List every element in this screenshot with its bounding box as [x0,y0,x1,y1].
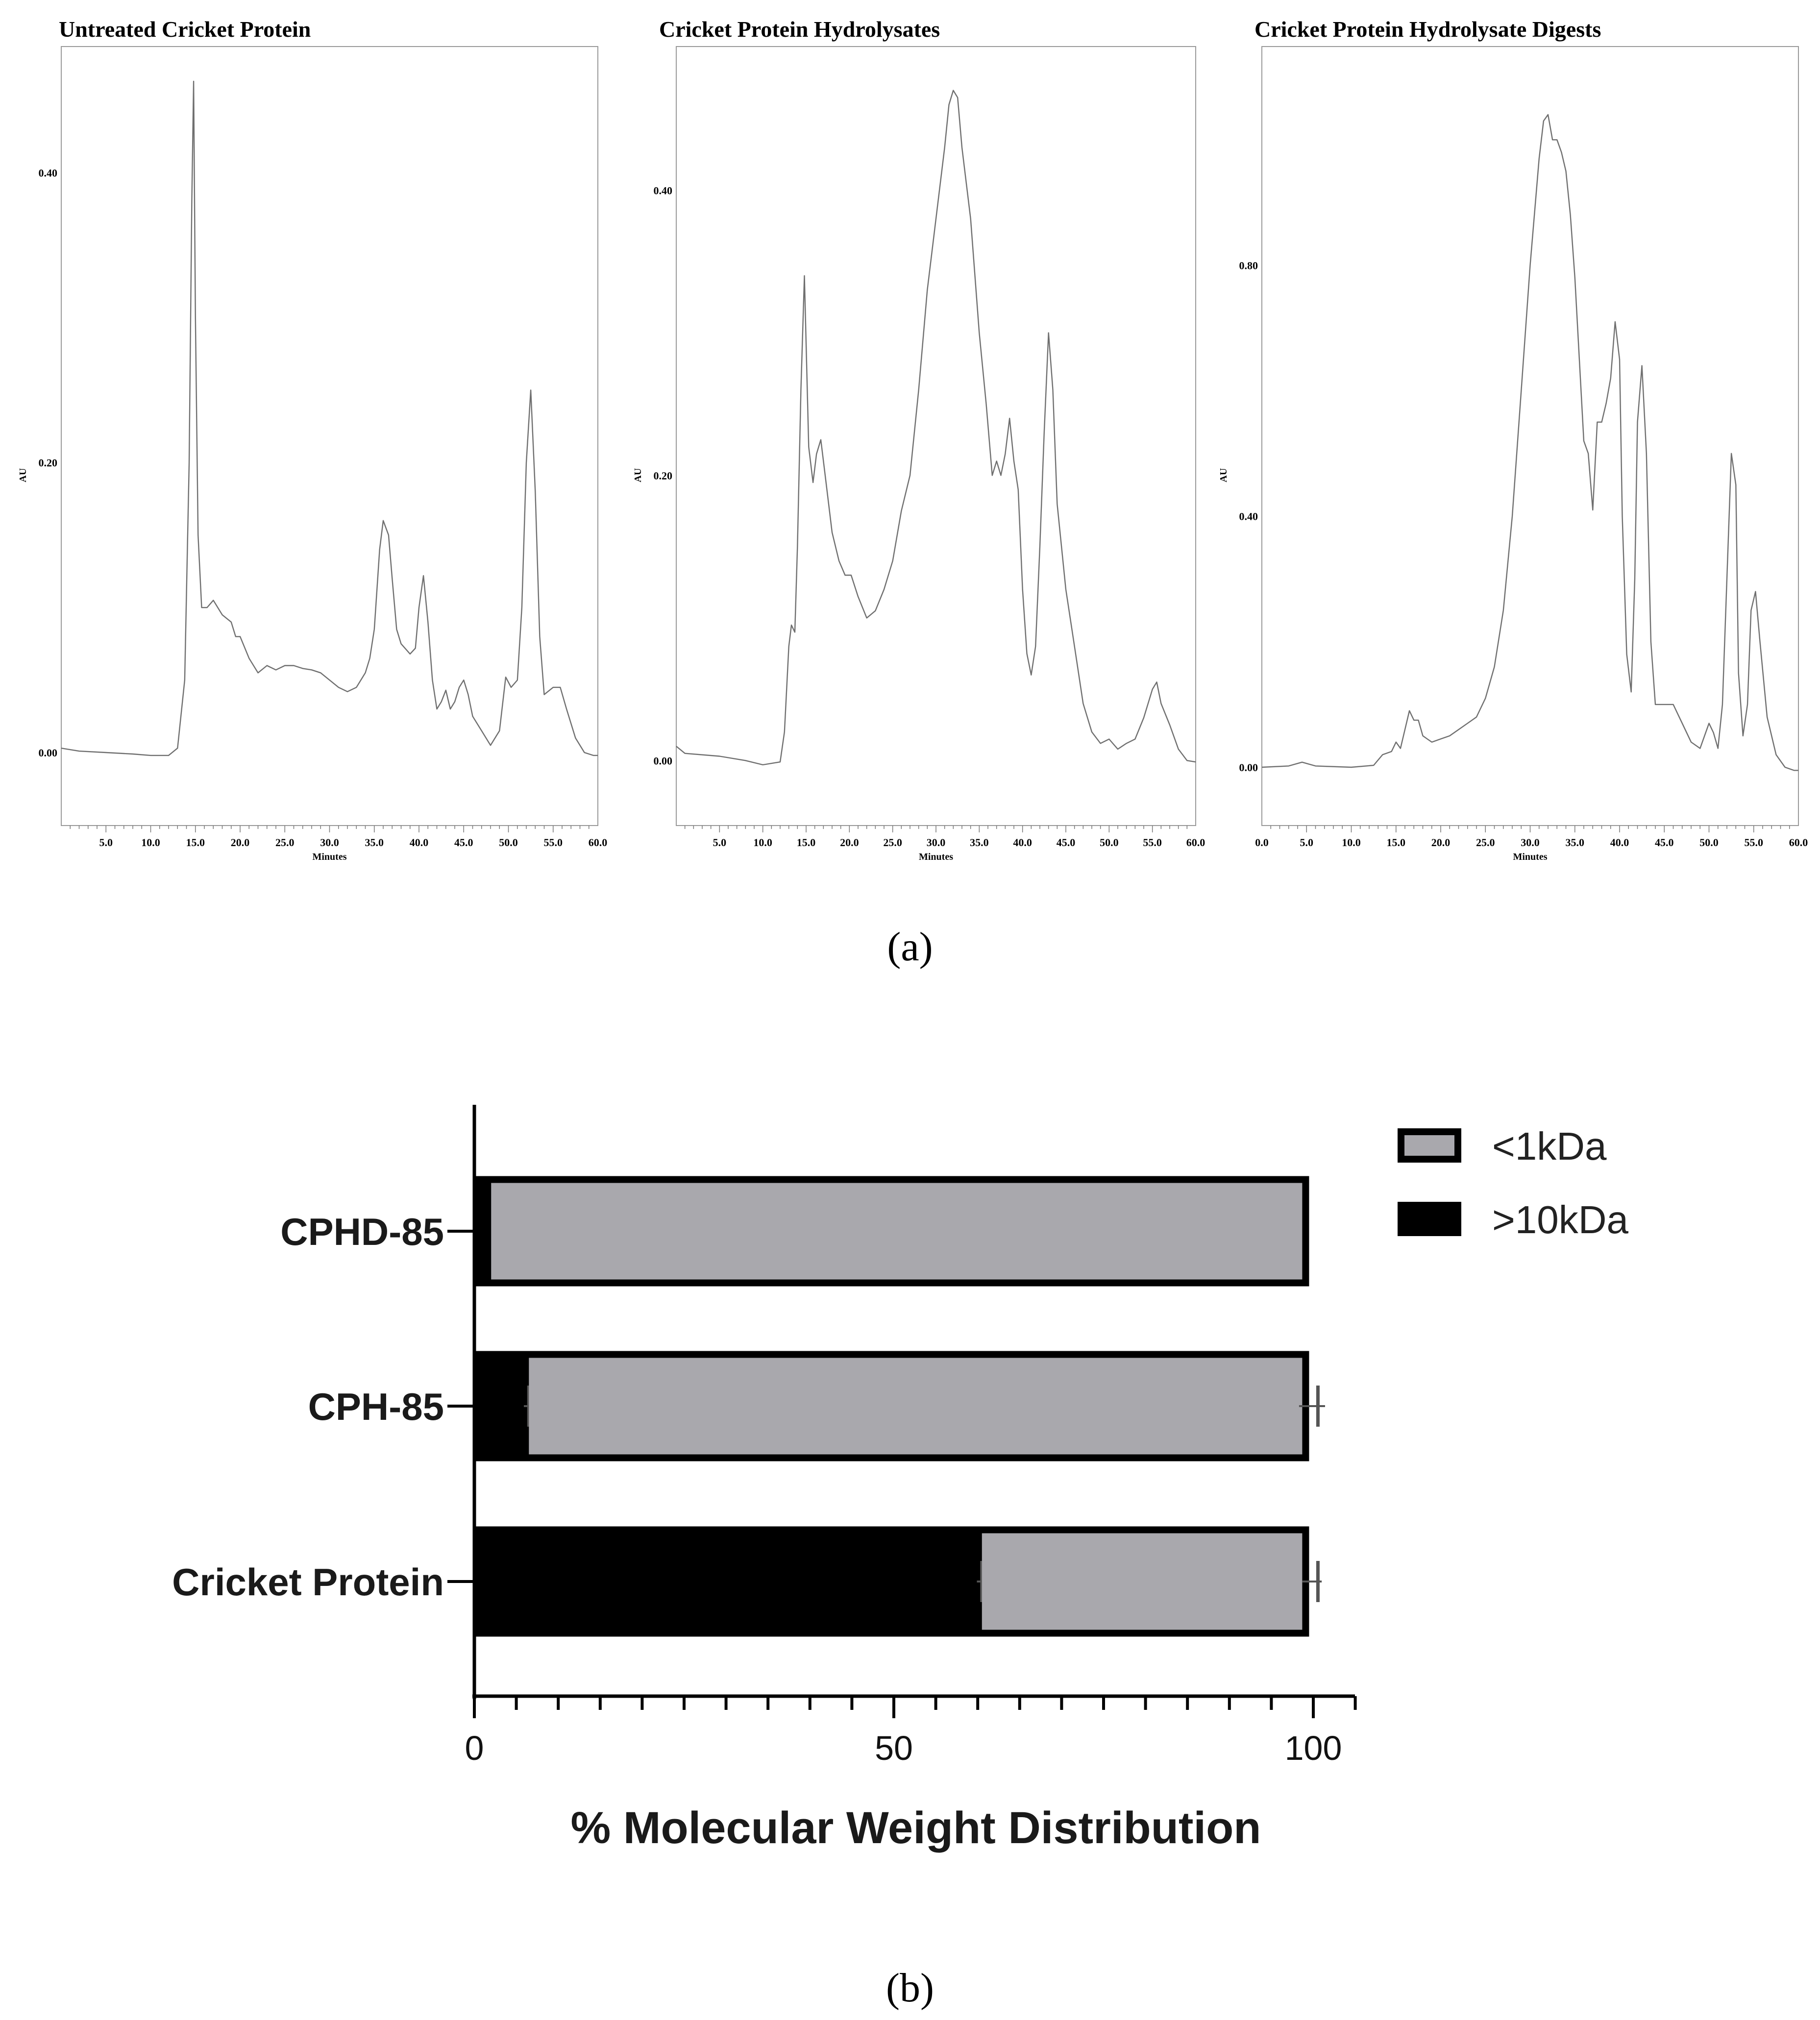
x-axis-label: Minutes [919,852,953,862]
legend-swatch-lt1kda-fill [1404,1135,1454,1156]
y-tick-label: 0.00 [654,754,673,767]
y-category-label: CPH-85 [308,1385,444,1428]
x-tick-label: 50.0 [499,836,518,849]
x-tick-label: 5.0 [1300,836,1314,849]
x-tick-label: 10.0 [753,836,772,849]
y-tick-label: 0.40 [1239,511,1258,523]
x-tick-label: 15.0 [797,836,816,849]
bar-segment-gt10kda [474,1526,982,1637]
x-axis-label: % Molecular Weight Distribution [570,1803,1261,1853]
x-tick-label: 55.0 [1745,836,1764,849]
chart-title: Untreated Cricket Protein [59,17,311,42]
x-tick-label: 20.0 [1431,836,1451,849]
x-tick-label: 40.0 [1610,836,1629,849]
chromatogram-cricket-protein-hydrolysates: Cricket Protein Hydrolysates 5.0 10.0 15.0 2… [633,17,1205,862]
bar-segment-gt10kda [474,1176,492,1287]
y-axis-label: AU [18,468,28,483]
y-tick-label: 0.00 [39,747,58,759]
plot-frame [61,46,598,826]
x-tick-label: 20.0 [840,836,859,849]
x-tick-label: 25.0 [883,836,902,849]
x-tick-label: 40.0 [1013,836,1032,849]
x-tick-label: 25.0 [275,836,295,849]
x-tick-label: 5.0 [99,836,113,849]
plot-frame [676,46,1196,826]
x-tick-label: 45.0 [1655,836,1674,849]
x-tick-label: 50.0 [1699,836,1719,849]
x-tick-label: 30.0 [320,836,339,849]
x-tick-label: 60.0 [1789,836,1808,849]
x-tick-label: 30.0 [1521,836,1540,849]
x-tick-label: 100 [1285,1729,1342,1767]
y-category-label: CPHD-85 [280,1210,444,1253]
x-tick-label: 35.0 [970,836,989,849]
x-tick-label: 30.0 [927,836,946,849]
x-tick-label: 5.0 [713,836,727,849]
legend-label: >10kDa [1492,1198,1628,1241]
y-tick-label: 0.20 [654,469,673,482]
chromatogram-trace [1261,114,1798,771]
x-tick-label: 15.0 [1387,836,1406,849]
x-axis-label: Minutes [1513,852,1548,862]
x-tick-label: 50.0 [1100,836,1119,849]
plot-frame [1261,46,1799,826]
y-tick-label: 0.40 [654,184,673,196]
x-tick-label: 55.0 [544,836,563,849]
chromatogram-trace [676,90,1196,766]
chromatogram-trace [61,80,598,756]
x-axis-label: Minutes [313,852,347,862]
y-axis-label: AU [1218,468,1229,483]
chart-title: Cricket Protein Hydrolysate Digests [1254,17,1601,42]
y-tick-label: 0.20 [39,457,58,469]
chromatogram-untreated-cricket-protein: Untreated Cricket Protein 5.0 10.0 15.0 20.0… [18,17,607,862]
panel-label-a: (a) [887,924,933,970]
x-tick-label: 60.0 [589,836,608,849]
chart-title: Cricket Protein Hydrolysates [659,17,940,42]
x-tick-label: 45.0 [454,836,473,849]
x-tick-label: 35.0 [1566,836,1585,849]
x-tick-label: 25.0 [1476,836,1495,849]
x-tick-label: 0.0 [1255,836,1269,849]
x-tick-label: 45.0 [1057,836,1076,849]
y-axis-label: AU [633,468,643,483]
y-category-label: Cricket Protein [172,1560,444,1604]
x-tick-label: 20.0 [231,836,250,849]
bar-segment-lt1kda [529,1358,1303,1455]
x-tick-label: 60.0 [1186,836,1205,849]
bar-segment-lt1kda [982,1533,1303,1630]
x-tick-label: 15.0 [186,836,205,849]
x-tick-label: 0 [465,1729,484,1767]
bar-segment-gt10kda [474,1351,529,1461]
stacked-bar-chart-molecular-weight: 0 50 100 % Molecular Weight Distribution CPH… [172,1105,1628,1853]
x-tick-label: 55.0 [1143,836,1162,849]
x-tick-label: 10.0 [1342,836,1361,849]
y-tick-label: 0.00 [1239,761,1258,774]
chromatogram-cricket-protein-hydrolysate-digests: Cricket Protein Hydrolysate Digests 0.0 5.… [1218,17,1808,862]
panel-label-b: (b) [886,1965,934,2011]
x-tick-label: 50 [875,1729,913,1767]
x-tick-label: 10.0 [141,836,160,849]
bar-segment-lt1kda [491,1183,1303,1280]
x-tick-label: 40.0 [410,836,429,849]
y-tick-label: 0.80 [1239,259,1258,271]
legend-label: <1kDa [1492,1124,1607,1168]
y-tick-label: 0.40 [39,167,58,179]
legend-swatch-gt10kda [1398,1202,1461,1236]
x-tick-label: 35.0 [365,836,384,849]
